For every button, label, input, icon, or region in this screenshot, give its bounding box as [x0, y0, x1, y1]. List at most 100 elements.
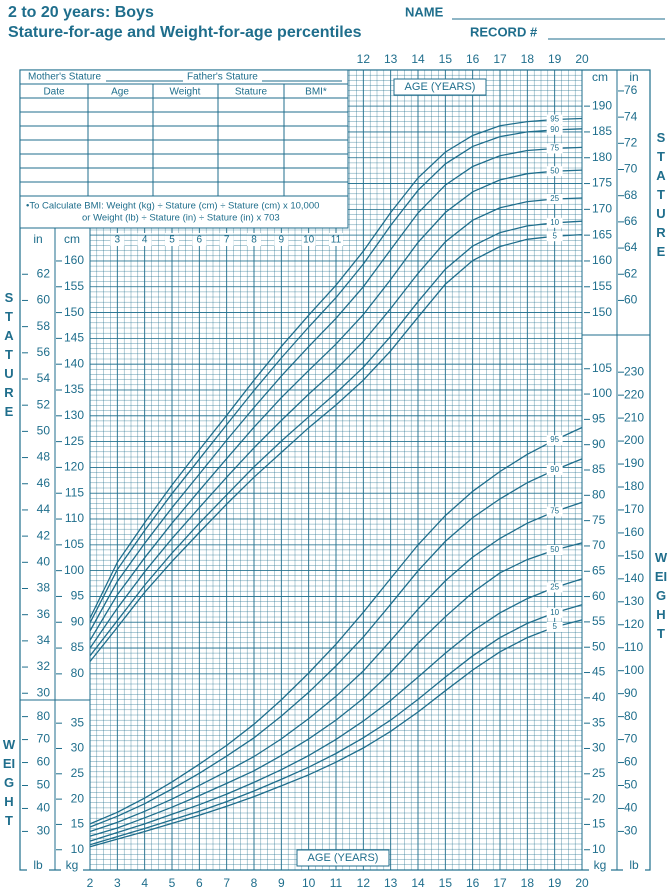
curve-label: 95	[550, 435, 559, 444]
subtitle: Stature-for-age and Weight-for-age perce…	[8, 24, 362, 41]
curve-label: 50	[550, 545, 559, 554]
weight-side-label: WEIGHT	[654, 550, 668, 641]
stature-side-label: STATURE	[656, 130, 666, 259]
x-tick-label: 16	[466, 52, 480, 66]
y-tick-label: 130	[624, 594, 644, 608]
label-bg	[61, 233, 83, 247]
x-axis-label: AGE (YEARS)	[405, 81, 476, 93]
x-tick-label: 16	[466, 876, 480, 890]
y-tick-label: 60	[592, 589, 606, 603]
x-tick-label: 8	[251, 876, 258, 890]
x-tick-label: 7	[223, 876, 230, 890]
y-tick-label: 150	[592, 305, 612, 319]
y-tick-label: 50	[37, 778, 51, 792]
unit-label: lb	[33, 858, 43, 872]
y-tick-label: 70	[37, 732, 51, 746]
y-tick-label: 50	[37, 424, 51, 438]
y-tick-label: 105	[64, 537, 84, 551]
curve-label-bg	[546, 607, 563, 618]
y-tick-label: 20	[71, 791, 85, 805]
record-label: RECORD #	[470, 24, 538, 39]
y-tick-label: 70	[624, 162, 638, 176]
label-bg	[623, 859, 645, 873]
x-tick-label: 10	[302, 876, 316, 890]
y-tick-label: 80	[592, 487, 606, 501]
form-box	[19, 69, 349, 229]
x-tick-label: 18	[521, 52, 535, 66]
label-bg	[165, 233, 179, 246]
y-tick-label: 55	[592, 614, 606, 628]
bmi-note: •To Calculate BMI: Weight (kg) ÷ Stature…	[26, 201, 319, 212]
x-tick-label: 15	[439, 52, 453, 66]
y-tick-label: 190	[624, 456, 644, 470]
y-tick-label: 110	[624, 640, 643, 654]
y-tick-label: 80	[71, 666, 85, 680]
curve-label-bg	[546, 582, 563, 593]
x-tick-label: 13	[384, 52, 398, 66]
y-tick-label: 120	[624, 617, 644, 631]
label-bg	[623, 71, 645, 85]
y-tick-label: 70	[592, 538, 606, 552]
x-tick-label: 9	[278, 876, 285, 890]
title: 2 to 20 years: Boys	[8, 4, 154, 21]
curve-label: 90	[550, 125, 559, 134]
y-tick-label: 62	[37, 266, 51, 280]
y-tick-label: 155	[592, 279, 612, 293]
percentile-curve	[89, 604, 583, 846]
label-bg	[27, 233, 49, 247]
y-tick-label: 72	[624, 135, 638, 149]
curve-label-bg	[546, 143, 563, 154]
y-tick-label: 50	[592, 639, 606, 653]
curve-label-bg	[546, 166, 563, 177]
x-tick-label: 3	[114, 876, 121, 890]
y-tick-label: 52	[37, 397, 51, 411]
percentile-curve	[89, 578, 583, 842]
curve-label-bg	[546, 465, 563, 475]
y-tick-label: 34	[37, 633, 51, 647]
x-tick-label: 14	[411, 52, 425, 66]
y-tick-label: 115	[65, 485, 84, 499]
label-bg	[589, 859, 611, 873]
y-tick-label: 64	[624, 240, 638, 254]
y-tick-label: 90	[592, 437, 606, 451]
y-tick-label: 76	[624, 83, 638, 97]
x-tick-label: 19	[548, 876, 562, 890]
x-tick-label: 18	[521, 876, 535, 890]
percentile-curve	[89, 169, 583, 641]
unit-label: cm	[64, 232, 80, 246]
x-tick-label: 5	[169, 235, 175, 246]
y-tick-label: 48	[37, 450, 51, 464]
y-tick-label: 15	[592, 817, 606, 831]
mother-stature: Mother's Stature	[28, 72, 101, 83]
label-bg	[192, 233, 207, 246]
curve-label-bg	[546, 124, 563, 135]
curve-label-bg	[546, 435, 563, 446]
y-tick-label: 60	[624, 755, 638, 769]
percentile-curve	[89, 197, 583, 649]
y-tick-label: 40	[37, 801, 51, 815]
y-tick-label: 40	[592, 690, 606, 704]
x-tick-label: 7	[224, 235, 230, 246]
y-tick-label: 32	[37, 659, 51, 673]
y-tick-label: 42	[37, 528, 51, 542]
x-tick-label: 11	[330, 876, 343, 890]
y-tick-label: 68	[624, 188, 638, 202]
y-tick-label: 100	[624, 663, 644, 677]
label-bg	[301, 233, 316, 246]
y-tick-label: 140	[64, 356, 84, 370]
y-tick-label: 25	[71, 766, 85, 780]
y-tick-label: 125	[64, 434, 84, 448]
x-tick-label: 2	[87, 876, 94, 890]
x-tick-label: 20	[575, 52, 589, 66]
y-tick-label: 150	[624, 548, 644, 562]
label-bg	[247, 233, 261, 246]
y-tick-label: 160	[624, 525, 644, 539]
percentile-curve	[89, 128, 583, 624]
y-tick-label: 95	[71, 589, 85, 603]
y-tick-label: 70	[624, 732, 638, 746]
y-tick-label: 56	[37, 345, 51, 359]
y-tick-label: 60	[37, 755, 51, 769]
percentile-curve	[89, 501, 583, 833]
curve-label-bg	[546, 506, 563, 517]
